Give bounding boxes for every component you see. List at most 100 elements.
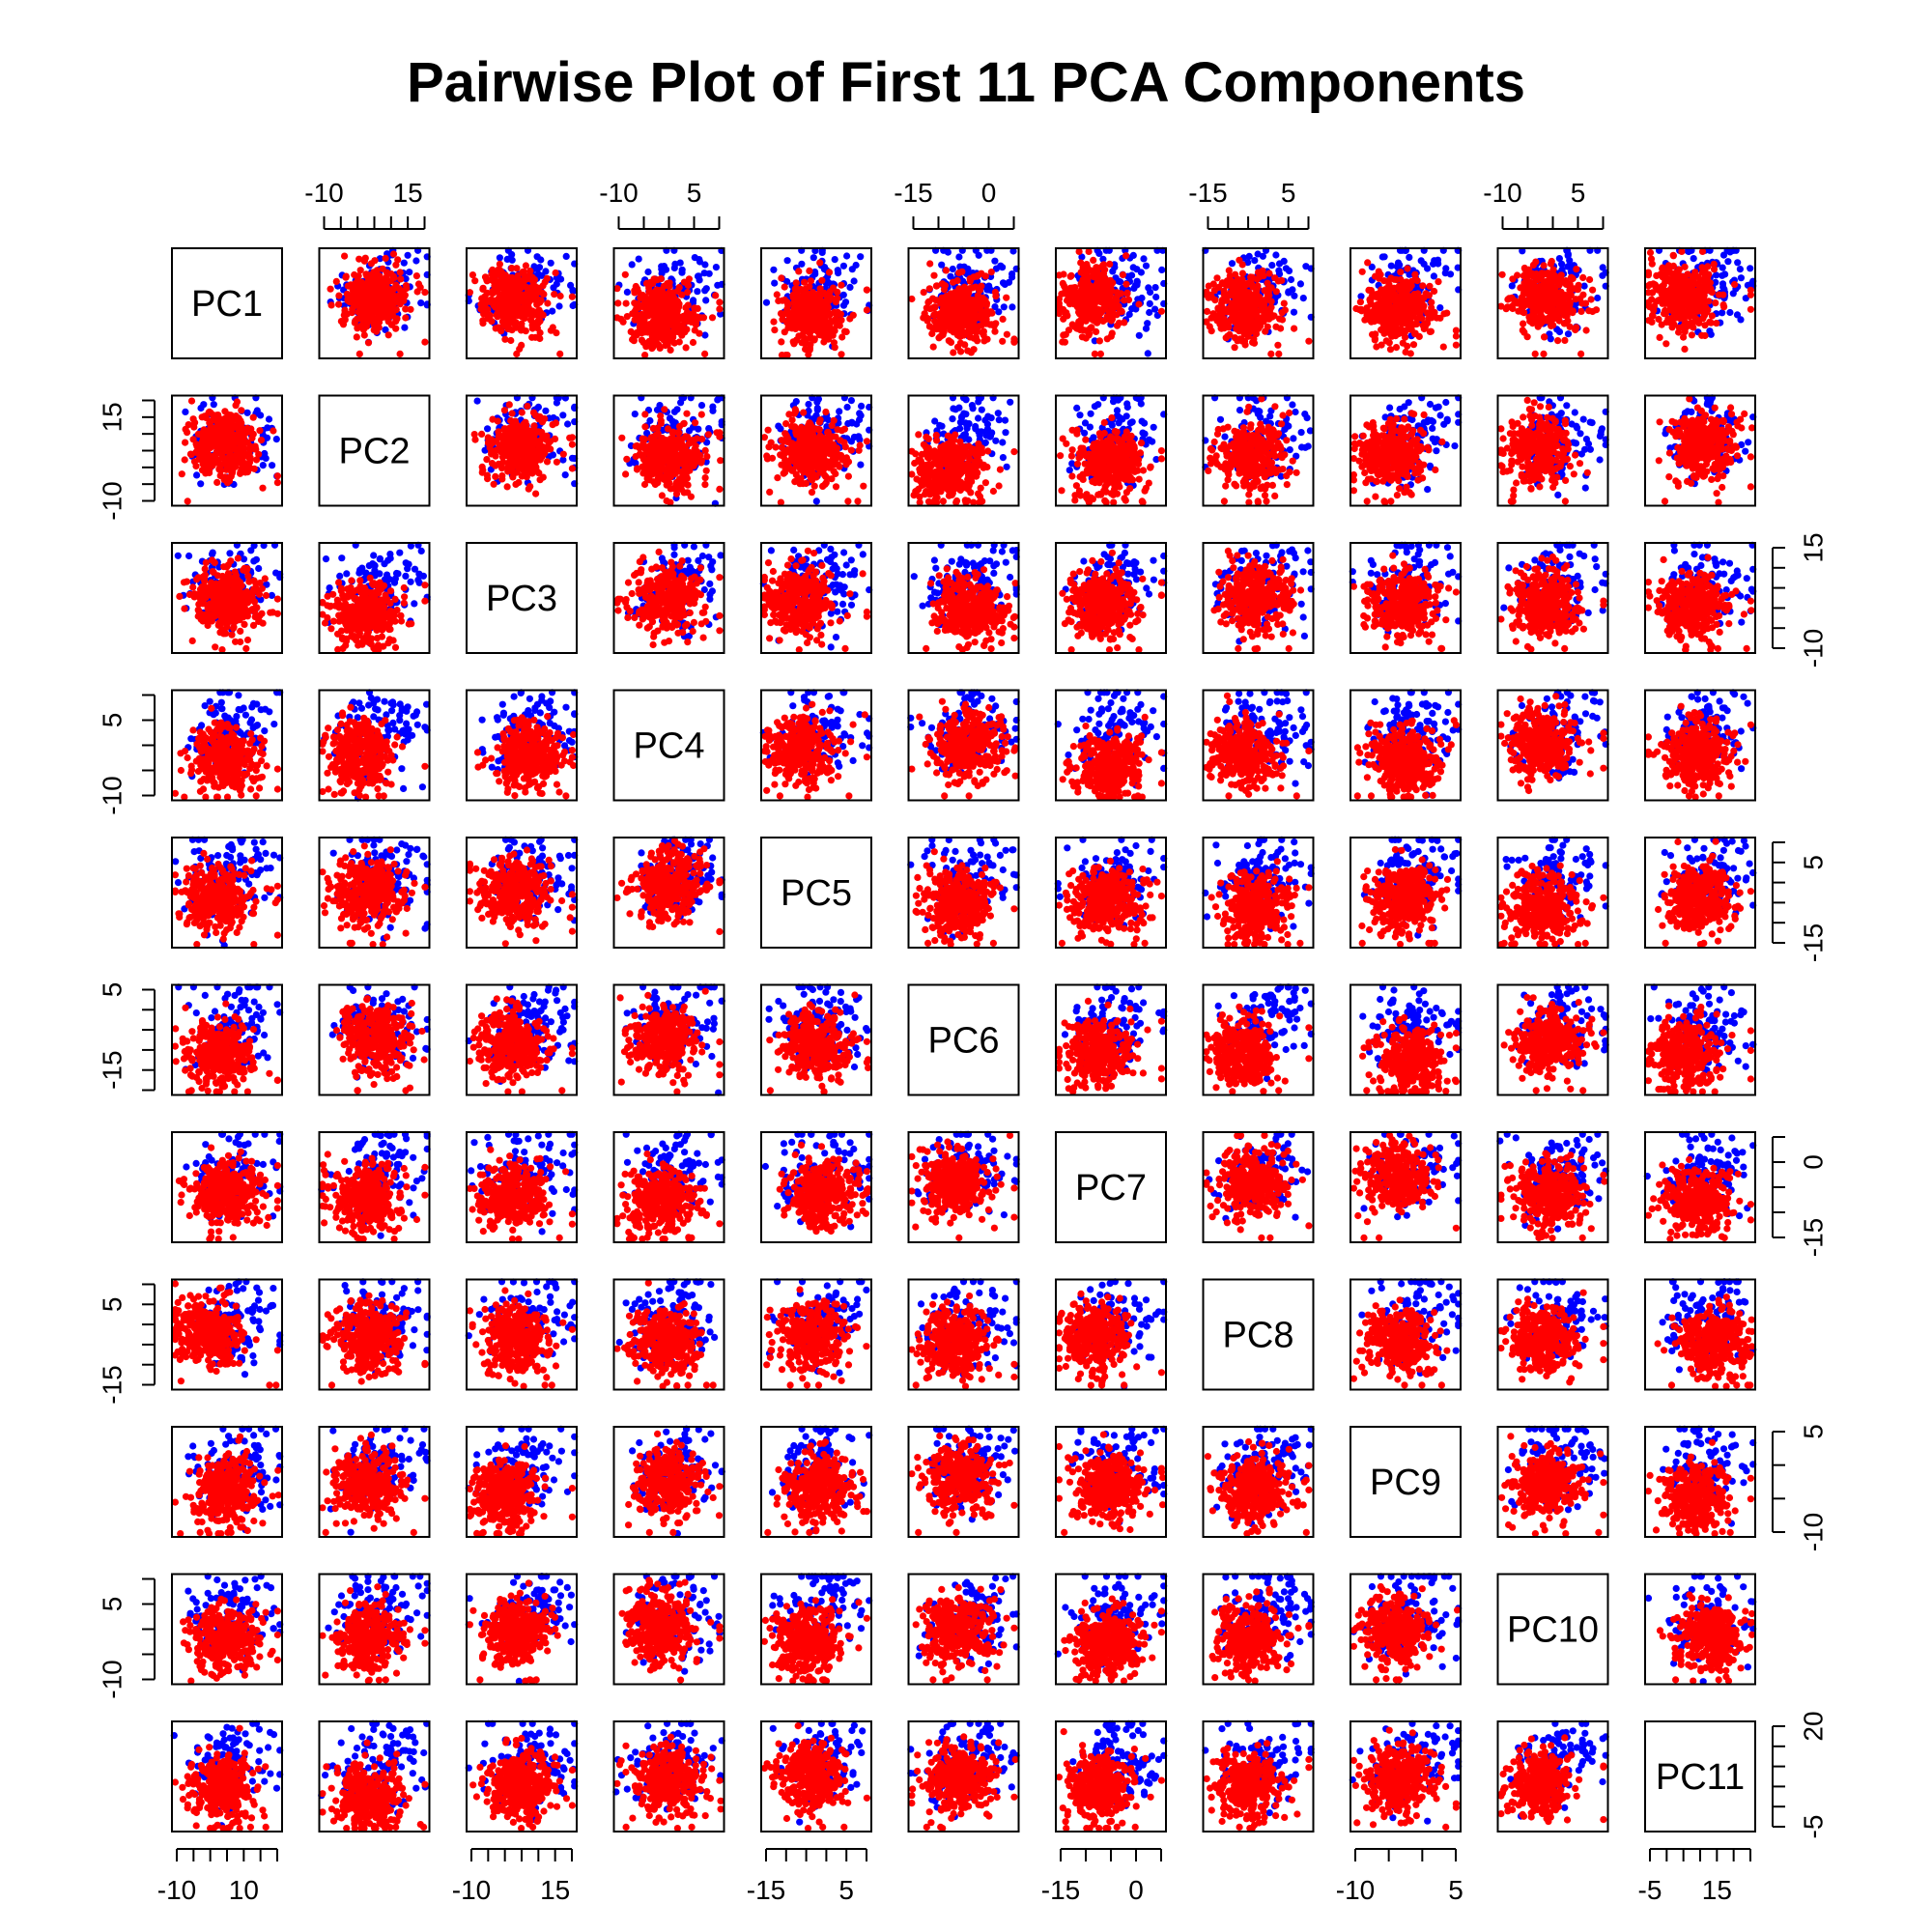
point: [232, 402, 240, 410]
point: [1677, 279, 1685, 287]
point: [662, 305, 669, 313]
point: [1122, 252, 1130, 260]
point: [982, 299, 991, 307]
point: [382, 326, 389, 333]
point: [221, 425, 229, 434]
points: [178, 394, 281, 505]
point: [926, 305, 934, 313]
point: [1645, 317, 1653, 325]
point: [1541, 333, 1548, 341]
point: [1707, 330, 1715, 338]
point: [1253, 275, 1261, 283]
point: [654, 306, 662, 315]
point: [1233, 306, 1240, 314]
point: [484, 425, 492, 433]
point: [1676, 314, 1684, 322]
point: [182, 408, 189, 415]
point: [1233, 325, 1240, 332]
point: [1532, 315, 1540, 323]
point: [1582, 327, 1590, 334]
point: [651, 291, 659, 298]
point: [1075, 247, 1083, 255]
point: [684, 280, 692, 288]
point: [514, 312, 522, 320]
point: [1098, 264, 1106, 271]
point: [1653, 271, 1661, 279]
point: [1108, 329, 1116, 337]
point: [1065, 289, 1073, 297]
point: [1587, 296, 1595, 303]
point: [1733, 311, 1742, 319]
point: [1434, 256, 1442, 264]
point: [193, 471, 201, 479]
point: [515, 293, 523, 300]
point: [827, 294, 835, 301]
point: [1675, 270, 1683, 278]
variable-label: PC1: [191, 284, 263, 325]
point: [1413, 320, 1421, 328]
point: [717, 310, 724, 318]
point: [1430, 272, 1437, 280]
point: [1513, 299, 1521, 307]
points: [470, 394, 579, 497]
point: [1077, 259, 1085, 267]
point: [1719, 280, 1727, 288]
point: [1504, 303, 1512, 311]
point: [810, 336, 818, 344]
point: [825, 269, 834, 276]
point: [1544, 294, 1552, 301]
point: [1381, 304, 1389, 312]
point: [220, 455, 228, 463]
point: [1254, 316, 1263, 324]
point: [1285, 288, 1293, 296]
point: [716, 305, 724, 313]
point: [1121, 319, 1128, 327]
point: [1055, 302, 1063, 310]
point: [1090, 298, 1097, 307]
panel-PC1-PC6: [907, 246, 1020, 359]
point: [681, 328, 689, 336]
point: [1670, 302, 1678, 310]
point: [959, 316, 967, 324]
point: [569, 287, 577, 295]
point: [925, 323, 933, 330]
point: [781, 310, 788, 318]
point: [357, 301, 365, 309]
point: [1644, 270, 1652, 278]
point: [1009, 247, 1017, 255]
point: [958, 268, 966, 275]
point: [1068, 321, 1076, 328]
point: [1402, 348, 1409, 356]
point: [838, 333, 846, 341]
point: [811, 268, 819, 276]
point: [1531, 350, 1539, 357]
point: [1406, 253, 1413, 261]
point: [252, 456, 261, 464]
point: [394, 256, 402, 264]
point: [1747, 286, 1754, 294]
point: [857, 253, 865, 261]
point: [352, 291, 359, 298]
point: [261, 449, 269, 458]
chart-title: Pairwise Plot of First 11 PCA Components: [0, 50, 1932, 115]
point: [819, 327, 827, 334]
point: [1417, 257, 1425, 265]
point: [1369, 308, 1377, 316]
point: [1689, 320, 1696, 327]
point: [1078, 253, 1086, 261]
point: [1264, 279, 1271, 287]
point: [930, 271, 938, 279]
point: [688, 318, 696, 326]
point: [375, 290, 383, 298]
point: [621, 270, 629, 278]
point: [964, 347, 972, 355]
point: [935, 334, 943, 342]
point: [1747, 265, 1754, 272]
point: [1562, 277, 1570, 285]
point: [1442, 265, 1450, 272]
point: [953, 276, 961, 285]
point: [1000, 303, 1008, 311]
point: [792, 279, 800, 287]
point: [507, 295, 516, 302]
point: [1704, 272, 1712, 280]
